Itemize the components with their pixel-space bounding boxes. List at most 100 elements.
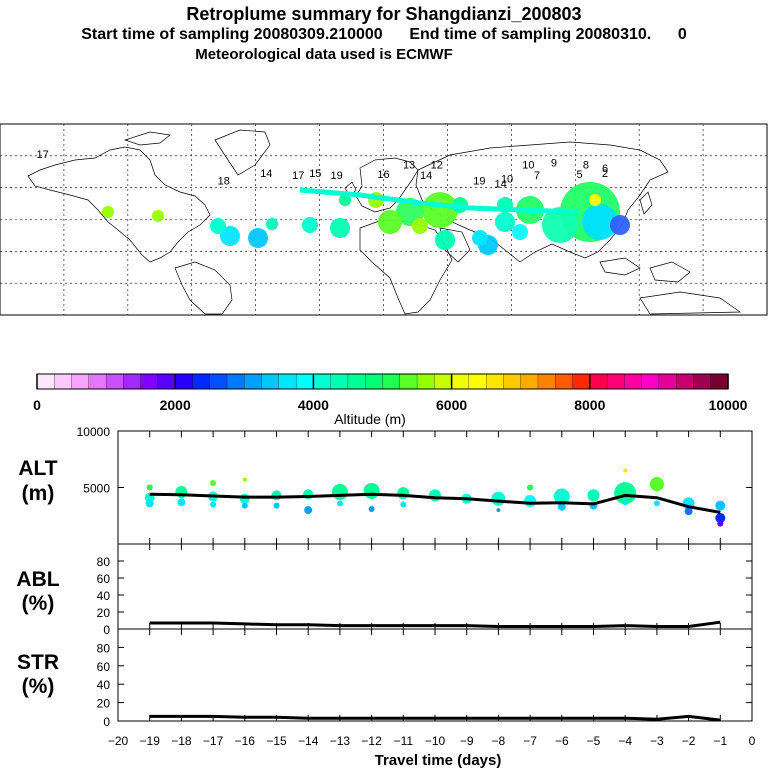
x-tick-label: −18 [171, 734, 192, 748]
plume-blob [302, 217, 318, 233]
colorbar-cell [71, 373, 90, 390]
altitude-point [210, 479, 217, 486]
x-tick-label: −11 [394, 734, 414, 748]
colorbar-cell [537, 373, 556, 390]
altitude-point [653, 500, 660, 507]
altitude-point [241, 502, 248, 509]
colorbar-cell [485, 373, 505, 390]
altitude-point [273, 502, 280, 509]
altitude-point [649, 477, 664, 492]
altitude-point [336, 500, 343, 507]
colorbar-cell [140, 373, 159, 390]
altitude-point [397, 487, 410, 500]
x-axis: −20 −19 −18 −17 −16 −15 −14 −13 −12 −11 −10 −9 −8 −7−… [108, 734, 756, 748]
colorbar-cell [105, 373, 125, 390]
mean-line [149, 492, 721, 514]
mean-line [149, 620, 721, 628]
altitude-point [622, 499, 629, 506]
trajectory-age-label: 2 [602, 168, 608, 180]
y-tick-label: 0 [103, 623, 110, 637]
colorbar-cell [123, 373, 142, 390]
colorbar-tick-label: 6000 [436, 397, 467, 413]
altitude-point [210, 501, 217, 508]
trajectory-age-label: 17 [36, 149, 48, 161]
altitude-point [400, 501, 407, 508]
plume-blob [512, 224, 528, 240]
altitude-point [614, 482, 637, 505]
trajectory-age-label: 14 [420, 170, 432, 182]
stratosphere-panel: 0 20 40 60 80 [97, 628, 753, 729]
altitude-point [331, 484, 348, 501]
colorbar-cell [36, 373, 55, 390]
colorbar-cell [555, 373, 574, 390]
colorbar-cell [676, 373, 695, 390]
colorbar-cell [244, 373, 263, 390]
x-tick-label: −1 [713, 734, 727, 748]
altitude-point [717, 520, 724, 527]
colorbar-cell [365, 373, 384, 390]
x-tick-label: −5 [587, 734, 601, 748]
y-tick-label: 60 [97, 572, 111, 586]
x-tick-label: −15 [266, 734, 287, 748]
x-tick-label: −17 [203, 734, 224, 748]
colorbar-cell [295, 373, 315, 390]
trajectory-age-label: 18 [218, 175, 230, 187]
x-tick-label: −6 [555, 734, 569, 748]
colorbar-cell [399, 373, 418, 390]
altitude-point [587, 489, 600, 502]
altitude-point [271, 490, 282, 501]
altitude-point [553, 488, 570, 505]
trajectory-age-label: 19 [331, 170, 343, 182]
trajectory-age-label: 10 [522, 160, 534, 172]
panel-frame [117, 628, 753, 722]
plume-blob [339, 194, 351, 206]
colorbar-cell [572, 373, 591, 390]
plume-blob [378, 210, 402, 234]
colorbar-tick-label: 10000 [709, 397, 748, 413]
colorbar-cell [503, 373, 522, 390]
altitude-point [146, 484, 153, 491]
colorbar-cell [278, 373, 297, 390]
x-tick-label: −8 [492, 734, 506, 748]
x-tick-label: −13 [330, 734, 351, 748]
colorbar-cell [175, 373, 194, 390]
altitude-point [623, 468, 628, 473]
plume-blob [495, 212, 515, 232]
colorbar-cell [157, 373, 176, 390]
altitude-point [304, 506, 313, 515]
altitude-point [145, 499, 154, 508]
plume-blob [330, 218, 350, 238]
colorbar-cell [606, 373, 626, 390]
colorbar-cell [658, 373, 677, 390]
trajectory-age-label: 14 [495, 179, 507, 191]
plume-blob [589, 194, 601, 206]
trajectory-age-label: 8 [583, 160, 589, 172]
plume-blob [542, 207, 578, 243]
colorbar-cell [54, 373, 73, 390]
colorbar-cell [330, 373, 349, 390]
plume-blob [412, 218, 428, 234]
coastlines [27, 129, 742, 315]
trajectory-age-label: 17 [292, 170, 304, 182]
colorbar-tick-label: 8000 [574, 397, 605, 413]
y-tick-label: 10000 [77, 425, 111, 439]
altitude-point [527, 484, 534, 491]
plume-blob [152, 210, 164, 222]
colorbar-cell [88, 373, 107, 390]
colorbar-cell [451, 373, 470, 390]
altitude-point [557, 502, 566, 511]
altitude-point [715, 513, 726, 524]
colorbar-cell [468, 373, 487, 390]
x-axis-label: Travel time (days) [375, 752, 502, 768]
trajectory-age-label: 10 [501, 173, 513, 185]
y-tick-label: 20 [97, 697, 111, 711]
trajectory-age-label: 14 [260, 168, 272, 180]
x-tick-label: −3 [650, 734, 664, 748]
colorbar-cell [641, 373, 660, 390]
alt-panel-unit: (m) [22, 482, 55, 505]
altitude-point [524, 495, 537, 508]
trajectory-age-label: 6 [602, 163, 608, 175]
